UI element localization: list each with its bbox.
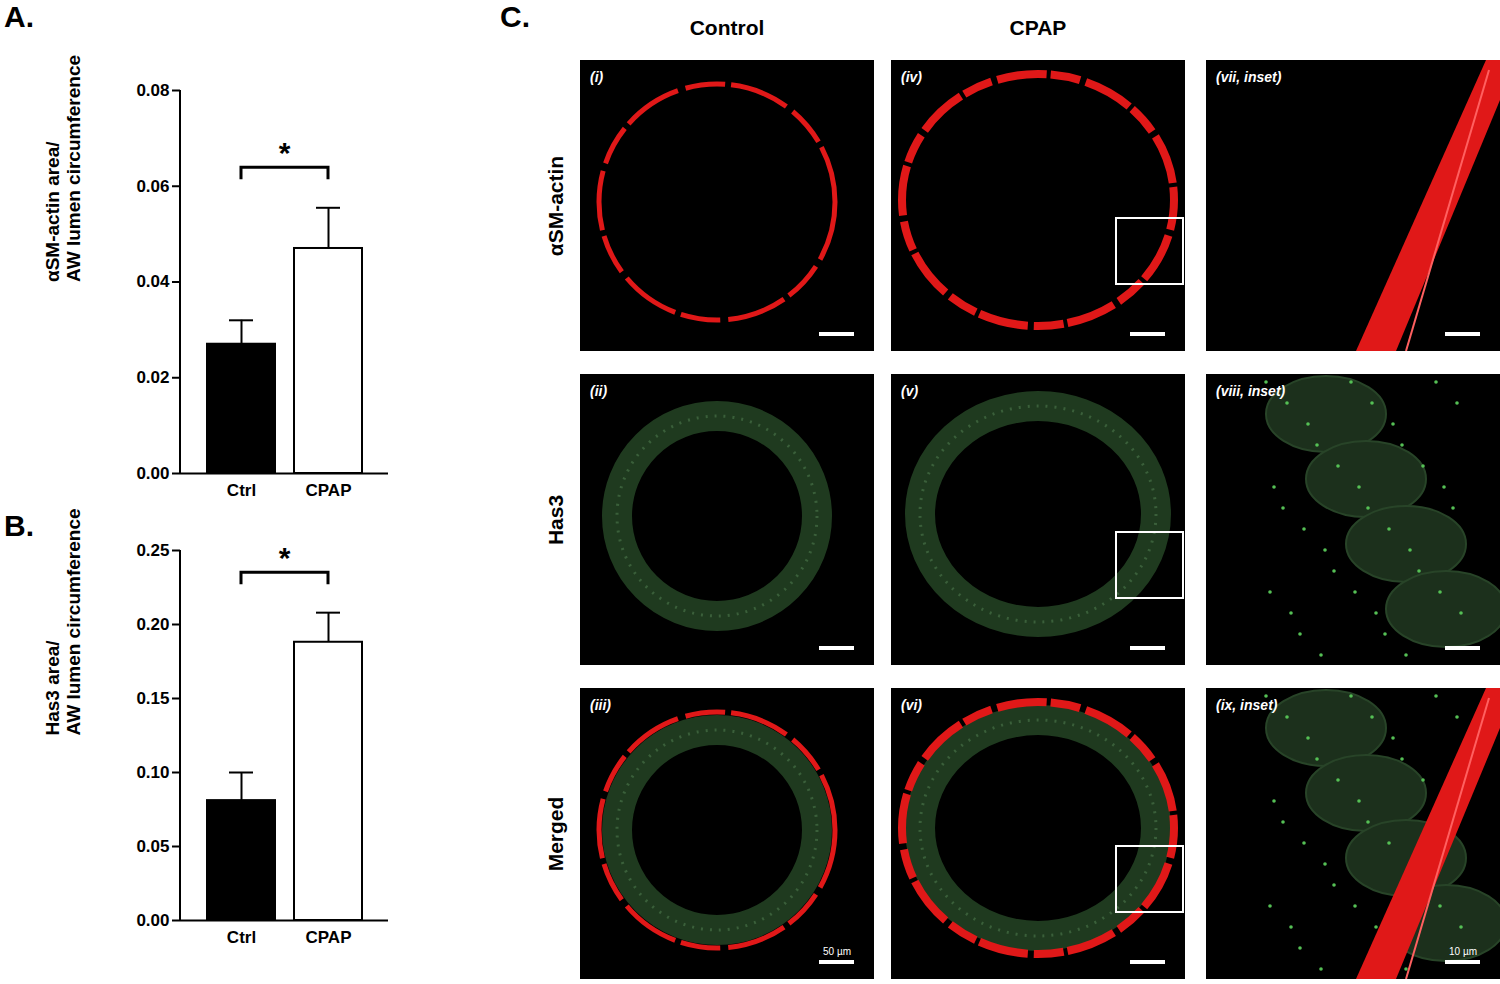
svg-text:(ix, inset): (ix, inset) [1216, 697, 1278, 713]
html-text:C.: C. [500, 0, 530, 33]
svg-text:0.00: 0.00 [136, 911, 169, 930]
svg-text:(v): (v) [901, 383, 918, 399]
svg-text:(iv): (iv) [901, 69, 922, 85]
svg-text:(iii): (iii) [590, 697, 611, 713]
svg-text:0.25: 0.25 [136, 541, 169, 560]
svg-text:0.20: 0.20 [136, 615, 169, 634]
svg-text:Ctrl: Ctrl [227, 481, 256, 500]
svg-text:(i): (i) [590, 69, 604, 85]
svg-text:0.10: 0.10 [136, 763, 169, 782]
svg-text:CPAP: CPAP [306, 481, 352, 500]
svg-text:(vi): (vi) [901, 697, 922, 713]
html-text:αSM-actin: αSM-actin [543, 155, 567, 256]
svg-text:10 µm: 10 µm [1449, 946, 1477, 957]
html-text:CPAP: CPAP [1009, 16, 1067, 39]
svg-text:0.08: 0.08 [136, 81, 169, 100]
svg-text:CPAP: CPAP [306, 928, 352, 947]
svg-text:0.04: 0.04 [136, 272, 170, 291]
html-text:A.: A. [4, 0, 34, 33]
svg-text:0.02: 0.02 [136, 368, 169, 387]
html-text:Has3: Has3 [543, 494, 567, 545]
svg-text:αSM-actin area/AW lumen circum: αSM-actin area/AW lumen circumference [42, 55, 85, 282]
svg-text:(ii): (ii) [590, 383, 607, 399]
svg-text:(vii, inset): (vii, inset) [1216, 69, 1282, 85]
svg-text:0.05: 0.05 [136, 837, 169, 856]
svg-text:0.00: 0.00 [136, 464, 169, 483]
svg-text:0.06: 0.06 [136, 177, 169, 196]
svg-text:*: * [279, 136, 291, 169]
html-text:Control: Control [689, 16, 765, 39]
html-text:Merged: Merged [543, 796, 567, 871]
svg-text:0.15: 0.15 [136, 689, 169, 708]
svg-text:Ctrl: Ctrl [227, 928, 256, 947]
svg-text:Has3 area/AW lumen circumferen: Has3 area/AW lumen circumference [42, 508, 85, 735]
svg-text:50 µm: 50 µm [823, 946, 851, 957]
svg-text:(viii, inset): (viii, inset) [1216, 383, 1286, 399]
svg-text:*: * [279, 541, 291, 574]
html-text:B.: B. [4, 509, 34, 542]
